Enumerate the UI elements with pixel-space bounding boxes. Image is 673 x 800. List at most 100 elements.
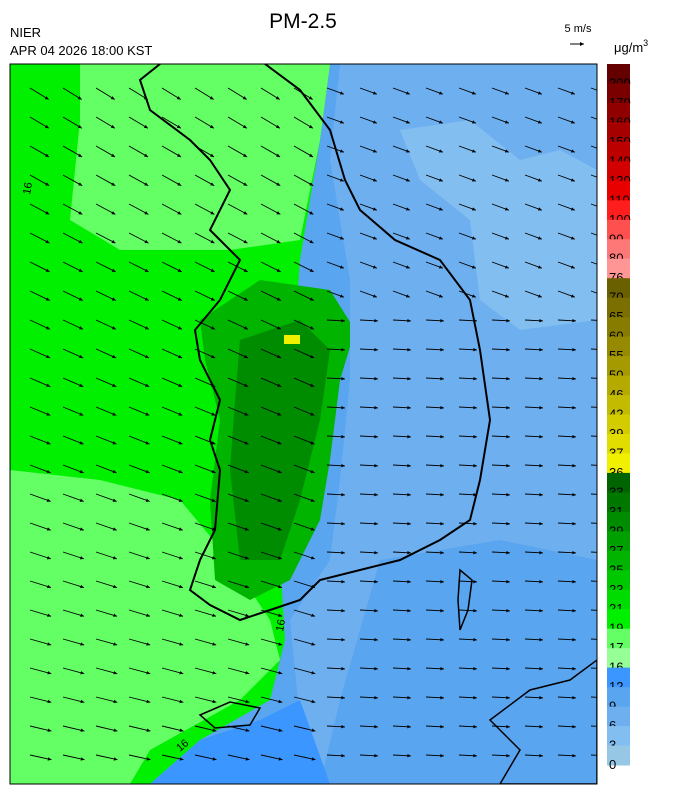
- wind-arrowhead: [45, 239, 50, 244]
- wind-arrowhead: [310, 354, 315, 359]
- wind-arrow: [29, 261, 50, 273]
- wind-arrowhead: [79, 498, 84, 502]
- colorbar-segment: [607, 550, 630, 571]
- wind-arrowhead: [407, 667, 411, 671]
- wind-arrowhead: [473, 754, 477, 758]
- wind-arrowhead: [407, 377, 411, 381]
- wind-arrowhead: [440, 377, 444, 381]
- wind-arrowhead: [374, 754, 378, 758]
- wind-arrow: [161, 232, 182, 244]
- wind-arrowhead: [504, 207, 509, 211]
- wind-arrow: [293, 319, 315, 330]
- wind-arrow: [161, 145, 182, 158]
- wind-arrowhead: [277, 469, 282, 474]
- colorbar-label: 0: [609, 757, 616, 772]
- wind-arrowhead: [178, 354, 183, 359]
- wind-arrow: [194, 319, 216, 330]
- wind-arrow: [128, 377, 150, 388]
- wind-arrowhead: [372, 294, 377, 298]
- wind-arrowhead: [572, 377, 576, 381]
- wind-arrow: [260, 464, 282, 474]
- wind-arrowhead: [145, 354, 150, 359]
- wind-arrow: [161, 667, 184, 675]
- wind-arrowhead: [178, 556, 183, 560]
- wind-arrowhead: [77, 96, 82, 100]
- wind-arrowhead: [242, 96, 247, 100]
- wind-arrowhead: [341, 580, 345, 584]
- wind-arrowhead: [310, 527, 315, 531]
- colorbar-segment: [607, 200, 630, 221]
- wind-arrowhead: [341, 319, 345, 323]
- wind-arrowhead: [407, 638, 411, 642]
- wind-arrowhead: [244, 383, 249, 387]
- wind-arrow: [95, 580, 118, 589]
- wind-arrow: [260, 377, 282, 388]
- wind-arrowhead: [407, 580, 411, 584]
- wind-arrowhead: [473, 638, 477, 642]
- wind-arrow: [128, 667, 151, 675]
- wind-arrowhead: [341, 754, 345, 758]
- colorbar-label: 3: [609, 738, 616, 753]
- wind-arrowhead: [308, 96, 313, 100]
- wind-arrowhead: [46, 527, 51, 531]
- wind-arrow: [194, 348, 216, 359]
- wind-arrowhead: [178, 441, 183, 445]
- wind-arrowhead: [506, 725, 510, 729]
- colorbar-segment: [607, 219, 630, 240]
- wind-arrowhead: [245, 699, 250, 704]
- wind-arrowhead: [405, 207, 410, 211]
- wind-arrowhead: [146, 642, 151, 646]
- wind-arrowhead: [144, 182, 149, 186]
- wind-arrowhead: [374, 435, 378, 439]
- wind-arrowhead: [78, 153, 83, 157]
- wind-arrowhead: [277, 498, 282, 502]
- wind-arrowhead: [80, 584, 84, 589]
- wind-arrowhead: [372, 120, 377, 124]
- wind-arrowhead: [539, 696, 543, 700]
- wind-arrow: [95, 551, 118, 560]
- wind-arrow: [194, 522, 216, 531]
- wind-arrowhead: [309, 239, 314, 244]
- wind-arrowhead: [504, 149, 509, 153]
- wind-arrowhead: [80, 613, 85, 617]
- colorbar-segment: [607, 667, 630, 688]
- colorbar-segment: [607, 278, 630, 299]
- wind-arrowhead: [473, 522, 477, 526]
- wind-arrowhead: [506, 667, 510, 671]
- wind-arrow: [260, 290, 282, 301]
- wind-arrowhead: [310, 469, 315, 474]
- colorbar-segment: [607, 511, 630, 532]
- wind-arrow: [260, 261, 281, 273]
- wind-arrowhead: [374, 464, 378, 468]
- wind-arrowhead: [339, 91, 344, 95]
- wind-arrow: [161, 348, 183, 359]
- wind-arrow: [29, 174, 50, 187]
- wind-arrow: [590, 493, 597, 495]
- wind-arrow: [29, 667, 52, 675]
- wind-arrowhead: [179, 728, 184, 732]
- wind-arrow: [293, 261, 314, 273]
- wind-arrowhead: [278, 728, 283, 732]
- wind-arrowhead: [145, 383, 150, 387]
- wind-arrow: [590, 725, 597, 727]
- wind-arrow: [161, 203, 182, 215]
- wind-arrow: [161, 725, 184, 732]
- wind-arrow: [29, 493, 51, 502]
- wind-arrow: [590, 638, 597, 640]
- wind-arrow: [293, 87, 313, 100]
- wind-arrow: [194, 232, 215, 244]
- wind-arrowhead: [473, 667, 477, 671]
- wind-arrow: [95, 609, 118, 617]
- wind-arrowhead: [407, 551, 411, 555]
- japan-coast: [488, 659, 597, 784]
- wind-arrowhead: [211, 469, 216, 474]
- colorbar-segment: [607, 83, 630, 104]
- wind-arrow: [590, 87, 597, 91]
- wind-arrowhead: [77, 124, 82, 129]
- wind-arrow: [29, 638, 52, 646]
- wind-arrow: [590, 145, 597, 149]
- wind-arrow: [95, 174, 116, 187]
- wind-scale: 5 m/s: [565, 23, 592, 35]
- wind-arrowhead: [212, 699, 217, 704]
